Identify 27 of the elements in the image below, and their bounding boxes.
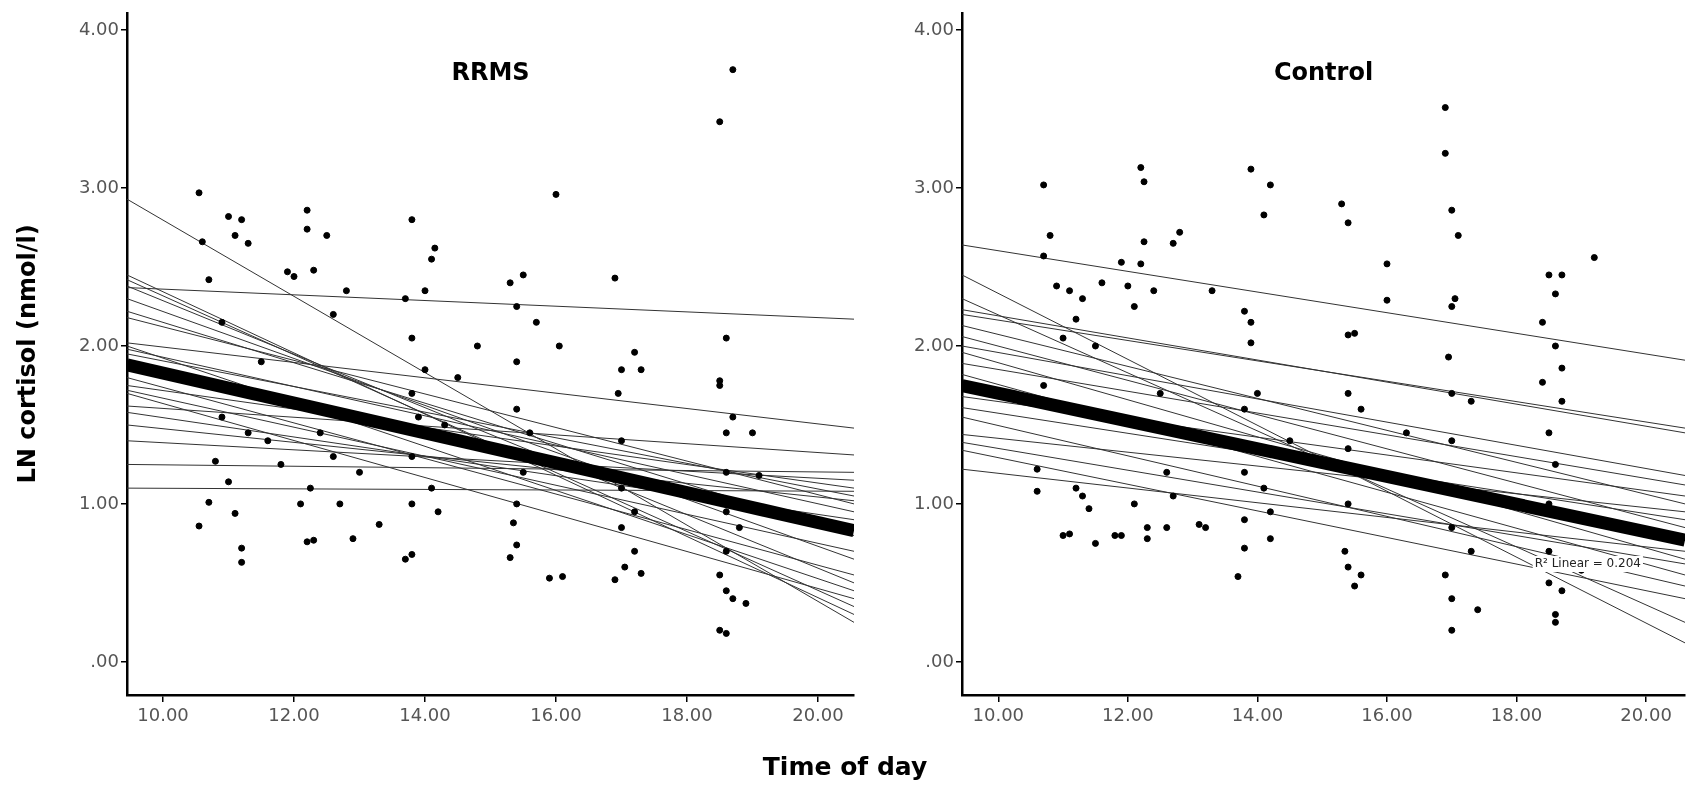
x-axis-title: Time of day	[761, 752, 929, 781]
x-tick-label: 10.00	[137, 704, 189, 726]
y-tick-label: 3.00	[913, 175, 954, 197]
annotation: R² Linear = 0.204	[1534, 556, 1641, 571]
y-tick-label: 2.00	[78, 333, 119, 355]
x-tick-label: 10.00	[972, 704, 1025, 726]
x-tick-label: 18.00	[661, 704, 713, 726]
x-tick-label: 20.00	[1620, 704, 1672, 726]
x-tick-label: 16.00	[1361, 704, 1413, 726]
text: RRMS	[451, 58, 530, 87]
x-tick-label: 12.00	[268, 704, 320, 726]
x-tick-label: 20.00	[792, 704, 844, 726]
y-tick-label: .00	[90, 649, 119, 671]
y-axis-title: LN cortisol (nmol/l)	[12, 224, 41, 484]
y-tick-label: .00	[925, 649, 954, 671]
x-tick-label: 18.00	[1490, 704, 1543, 726]
y-tick-label: 1.00	[913, 491, 954, 513]
y-tick-label: 4.00	[78, 17, 119, 39]
y-tick-label: 3.00	[78, 175, 119, 197]
y-tick-label: 2.00	[913, 333, 954, 355]
x-tick-label: 16.00	[530, 704, 582, 726]
x-tick-label: 12.00	[1102, 704, 1154, 726]
x-tick-label: 14.00	[399, 704, 451, 726]
y-tick-label: 1.00	[78, 491, 119, 513]
x-tick-label: 14.00	[1231, 704, 1284, 726]
text: Control	[1273, 58, 1374, 87]
y-tick-label: 4.00	[913, 17, 954, 39]
